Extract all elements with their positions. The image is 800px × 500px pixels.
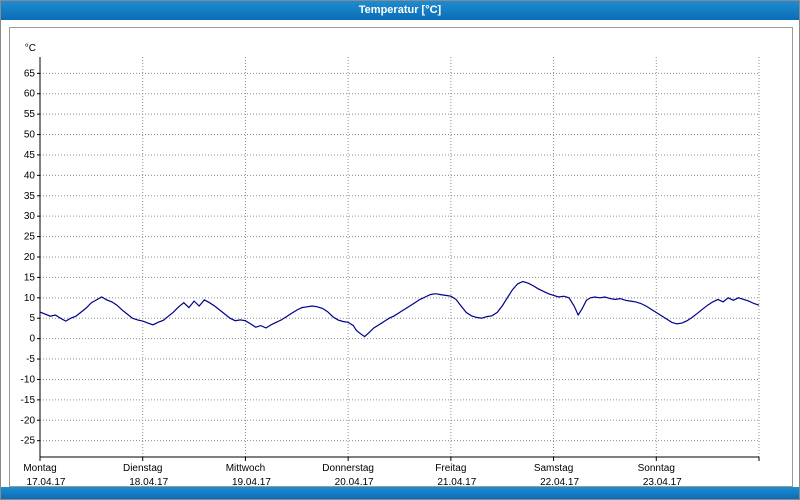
svg-text:Sonntag: Sonntag <box>638 463 675 474</box>
svg-text:-25: -25 <box>21 436 36 447</box>
svg-text:22.04.17: 22.04.17 <box>540 477 579 486</box>
svg-text:10: 10 <box>24 293 36 304</box>
window-title: Temperatur [°C] <box>358 4 442 16</box>
svg-text:17.04.17: 17.04.17 <box>27 477 66 486</box>
svg-text:25: 25 <box>24 232 36 243</box>
svg-text:50: 50 <box>24 130 36 141</box>
svg-text:Dienstag: Dienstag <box>123 463 162 474</box>
svg-text:20.04.17: 20.04.17 <box>335 477 374 486</box>
svg-text:30: 30 <box>24 211 36 222</box>
svg-text:55: 55 <box>24 109 36 120</box>
svg-text:15: 15 <box>24 272 36 283</box>
svg-text:-5: -5 <box>26 354 35 365</box>
svg-text:Samstag: Samstag <box>534 463 573 474</box>
svg-text:Freitag: Freitag <box>435 463 466 474</box>
chart-panel: -25 -20 -15 -10 -5 0 5 10 15 20 25 30 35 40 45 50 55 60 65… <box>9 27 793 488</box>
svg-text:°C: °C <box>25 43 36 54</box>
svg-text:35: 35 <box>24 191 36 202</box>
window-titlebar[interactable]: Temperatur [°C] <box>1 1 799 20</box>
svg-text:Mittwoch: Mittwoch <box>226 463 265 474</box>
svg-text:19.04.17: 19.04.17 <box>232 477 271 486</box>
svg-text:23.04.17: 23.04.17 <box>643 477 682 486</box>
svg-text:-15: -15 <box>21 395 36 406</box>
svg-text:0: 0 <box>29 334 35 345</box>
window-statusbar <box>1 487 799 499</box>
svg-text:45: 45 <box>24 150 36 161</box>
svg-text:60: 60 <box>24 89 36 100</box>
temperature-chart: -25 -20 -15 -10 -5 0 5 10 15 20 25 30 35 40 45 50 55 60 65… <box>21 43 760 488</box>
svg-text:40: 40 <box>24 170 36 181</box>
svg-text:-20: -20 <box>21 415 36 426</box>
svg-text:Donnerstag: Donnerstag <box>322 463 374 474</box>
svg-text:5: 5 <box>29 313 35 324</box>
svg-text:-10: -10 <box>21 374 36 385</box>
svg-text:20: 20 <box>24 252 36 263</box>
svg-text:18.04.17: 18.04.17 <box>129 477 168 486</box>
svg-text:21.04.17: 21.04.17 <box>437 477 476 486</box>
svg-text:65: 65 <box>24 68 36 79</box>
svg-text:Montag: Montag <box>23 463 56 474</box>
